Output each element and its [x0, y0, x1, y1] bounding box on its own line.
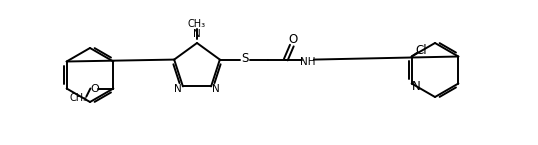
Text: CH₃: CH₃	[69, 93, 88, 103]
Text: N: N	[412, 80, 421, 93]
Text: CH₃: CH₃	[188, 19, 206, 29]
Text: NH: NH	[300, 57, 316, 67]
Text: N: N	[212, 84, 220, 94]
Text: O: O	[288, 33, 298, 46]
Text: S: S	[241, 52, 249, 65]
Text: N: N	[193, 29, 201, 39]
Text: Cl: Cl	[416, 44, 427, 57]
Text: O: O	[90, 84, 99, 94]
Text: N: N	[174, 84, 182, 94]
